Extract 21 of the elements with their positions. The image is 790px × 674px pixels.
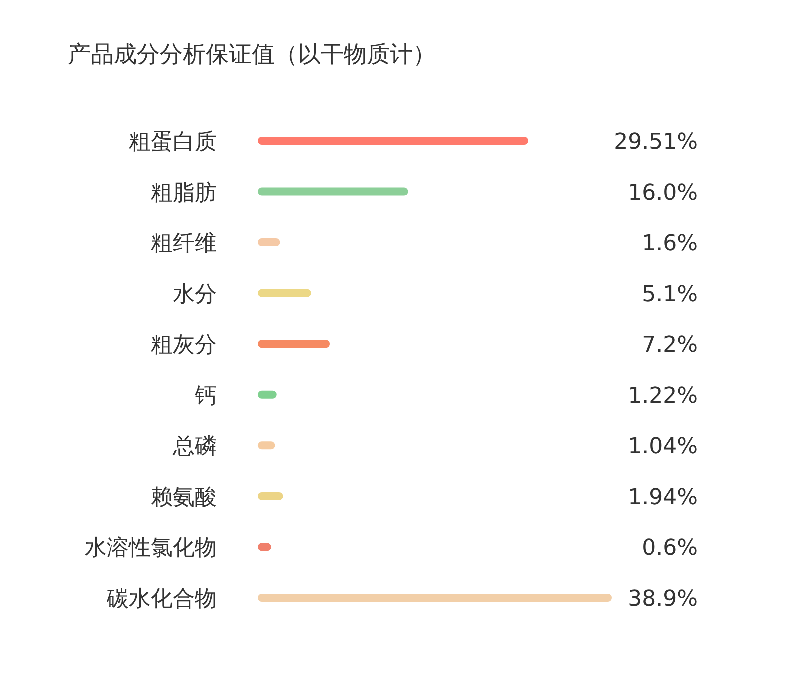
- data-label: 16.0%: [628, 180, 698, 206]
- y-tick-label: 水分: [173, 282, 217, 308]
- y-tick-label: 粗灰分: [151, 333, 217, 358]
- data-label: 7.2%: [642, 333, 698, 358]
- y-tick-label: 钙: [194, 384, 217, 409]
- data-label: 38.9%: [628, 587, 698, 612]
- data-label: 5.1%: [642, 282, 698, 308]
- data-label: 1.94%: [628, 485, 698, 510]
- y-tick-label: 赖氨酸: [151, 485, 217, 510]
- data-label: 0.6%: [642, 536, 698, 562]
- data-label: 29.51%: [614, 130, 698, 155]
- data-label: 1.04%: [628, 434, 698, 460]
- y-tick-label: 碳水化合物: [106, 587, 217, 612]
- y-tick-label: 粗纤维: [151, 232, 217, 257]
- y-tick-label: 粗蛋白质: [129, 130, 217, 155]
- y-tick-label: 总磷: [172, 434, 217, 460]
- data-label: 1.22%: [628, 384, 698, 409]
- y-tick-label: 水溶性氯化物: [85, 536, 217, 562]
- y-tick-label: 粗脂肪: [151, 180, 217, 206]
- data-label: 1.6%: [642, 232, 698, 257]
- chart-title: 产品成分分析保证值（以干物质计）: [68, 42, 436, 68]
